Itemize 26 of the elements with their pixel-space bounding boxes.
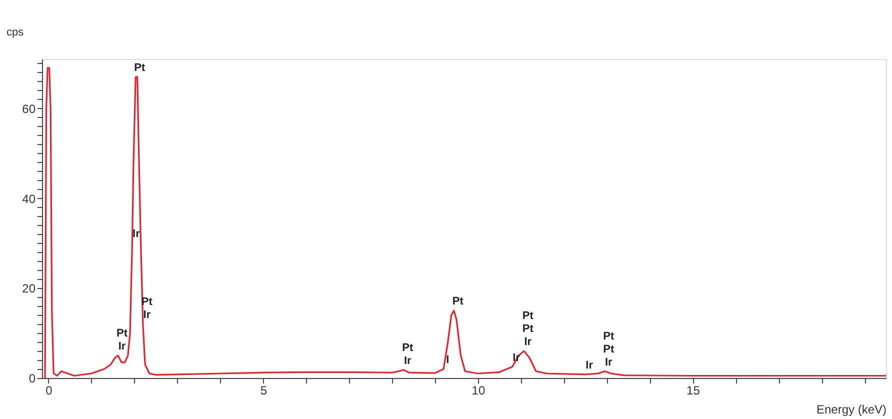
x-axis-title: Energy (keV): [816, 402, 886, 416]
x-tick-label: 15: [686, 384, 700, 398]
annotation: Pt: [522, 310, 534, 322]
annotation: Ir: [143, 309, 152, 322]
y-tick-label: 0: [28, 372, 36, 386]
annotation: Pt: [402, 342, 414, 354]
annotation: Pt: [603, 330, 615, 342]
x-tick-label: 5: [260, 384, 268, 398]
annotation: Ir: [586, 359, 594, 372]
annotation: I: [446, 354, 450, 366]
y-tick-label: 60: [22, 102, 36, 116]
annotation: Ir: [524, 336, 532, 348]
annotation: Ir: [404, 354, 412, 367]
annotation: Ir: [118, 340, 126, 353]
x-tick-label: 10: [472, 384, 486, 398]
annotation: Pt: [116, 328, 128, 340]
annotation: Pt: [452, 296, 464, 308]
y-tick-label: 40: [22, 192, 36, 206]
annotation: Pt: [603, 343, 615, 356]
y-axis-title: cps: [6, 26, 24, 38]
annotation: Pt: [134, 62, 146, 74]
y-tick-label: 20: [22, 282, 36, 296]
annotation: Ir: [132, 228, 141, 240]
x-tick-label: 0: [46, 384, 53, 398]
annotation: Ir: [604, 356, 614, 368]
annotation: Pt: [522, 323, 534, 336]
